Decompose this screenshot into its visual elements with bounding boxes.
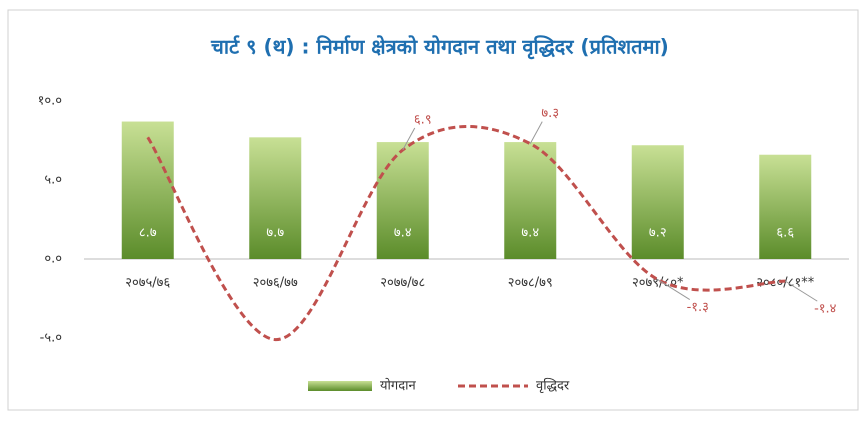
leader-line (402, 127, 416, 151)
bar-value-label: ८.७ (139, 226, 157, 241)
line-value-label: -१.४ (814, 302, 837, 317)
y-tick-label: -५.० (40, 331, 62, 346)
line-value-label: ७.३ (541, 106, 559, 121)
bar-value-label: ७.२ (649, 226, 667, 241)
leader-line (657, 279, 691, 300)
bar-value-label: ६.६ (776, 226, 794, 241)
x-tick-label: २०८०/८१** (756, 276, 814, 291)
bar (759, 154, 812, 259)
x-tick-label: २०७६/७७ (253, 276, 298, 291)
y-tick-label: ०.० (44, 252, 62, 267)
bar (504, 142, 557, 259)
bar (121, 121, 174, 259)
leader-line (784, 280, 818, 302)
y-tick-label: १०.० (38, 94, 62, 109)
legend-label: योगदान (380, 378, 416, 394)
bar (631, 145, 684, 259)
leader-line (529, 121, 543, 144)
x-tick-label: २०७७/७८ (380, 276, 425, 291)
growth-line (146, 125, 786, 342)
line-value-label: ६.९ (414, 112, 432, 127)
line-value-label: -१.३ (687, 300, 709, 315)
bar-value-label: ७.४ (394, 226, 412, 241)
legend-swatch (308, 381, 372, 391)
x-tick-label: २०७८/७९ (508, 276, 553, 291)
y-tick-label: ५.० (44, 173, 62, 188)
legend-label: वृद्धिदर (536, 378, 570, 394)
chart-title: चार्ट ९ (थ) : निर्माण क्षेत्रको योगदान त… (210, 35, 669, 60)
x-tick-label: २०७५/७६ (125, 276, 170, 291)
bar-value-label: ७.७ (266, 226, 284, 241)
bar (376, 142, 429, 259)
bar (249, 137, 302, 259)
x-tick-label: २०७९/८०* (632, 276, 684, 291)
bar-value-label: ७.४ (521, 226, 539, 241)
